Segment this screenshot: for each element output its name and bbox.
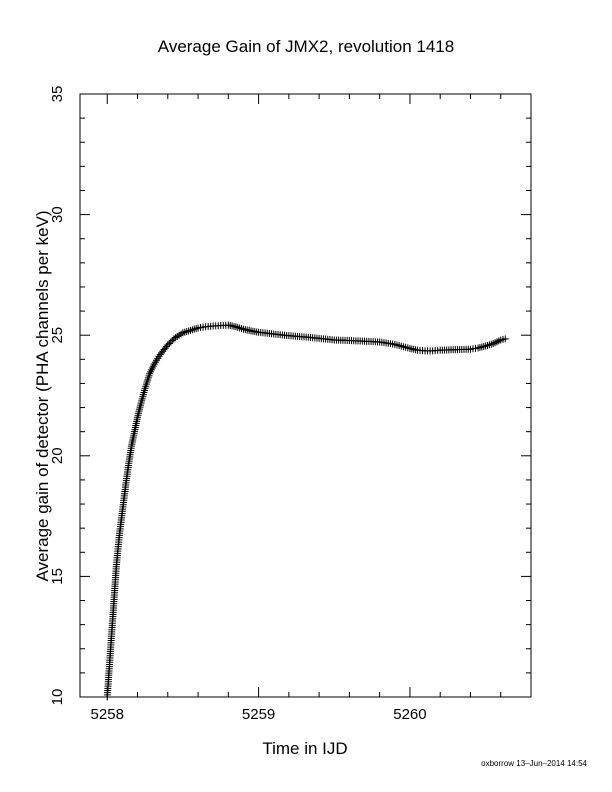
data-point [482,342,490,350]
y-tick-label: 35 [49,86,66,103]
data-point [190,325,198,333]
data-markers [103,321,509,701]
data-point [483,341,491,349]
data-point [188,326,196,334]
x-tick-label: 5258 [91,706,124,723]
data-point [501,335,509,343]
data-point [186,326,194,334]
x-axis-label: Time in IJD [262,739,347,758]
plot-frame [79,93,532,698]
y-tick-label: 25 [49,327,66,344]
data-point [168,337,176,345]
axis-ticks [80,93,532,698]
data-point [238,325,246,333]
data-point [232,323,240,331]
x-tick-label: 5259 [242,706,275,723]
footer-credit: oxborrow 13–Jun–2014 14:54 [481,759,587,768]
data-point [181,328,189,336]
y-tick-label: 30 [49,206,66,223]
data-point [234,323,242,331]
x-tick-label: 5260 [393,706,426,723]
data-point [185,327,193,335]
x-tick-labels: 5258 5259 5260 [91,706,427,723]
y-tick-label: 15 [49,568,66,585]
y-tick-label: 20 [49,447,66,464]
chart-title: Average Gain of JMX2, revolution 1418 [158,37,454,56]
y-axis-label: Average gain of detector (PHA channels p… [33,210,52,581]
data-point [165,339,173,347]
data-point [192,325,200,333]
data-point [167,338,175,346]
y-tick-label: 10 [49,689,66,706]
data-point [236,324,244,332]
y-tick-labels: 10 15 20 25 30 35 [49,86,66,706]
data-point [164,341,172,349]
